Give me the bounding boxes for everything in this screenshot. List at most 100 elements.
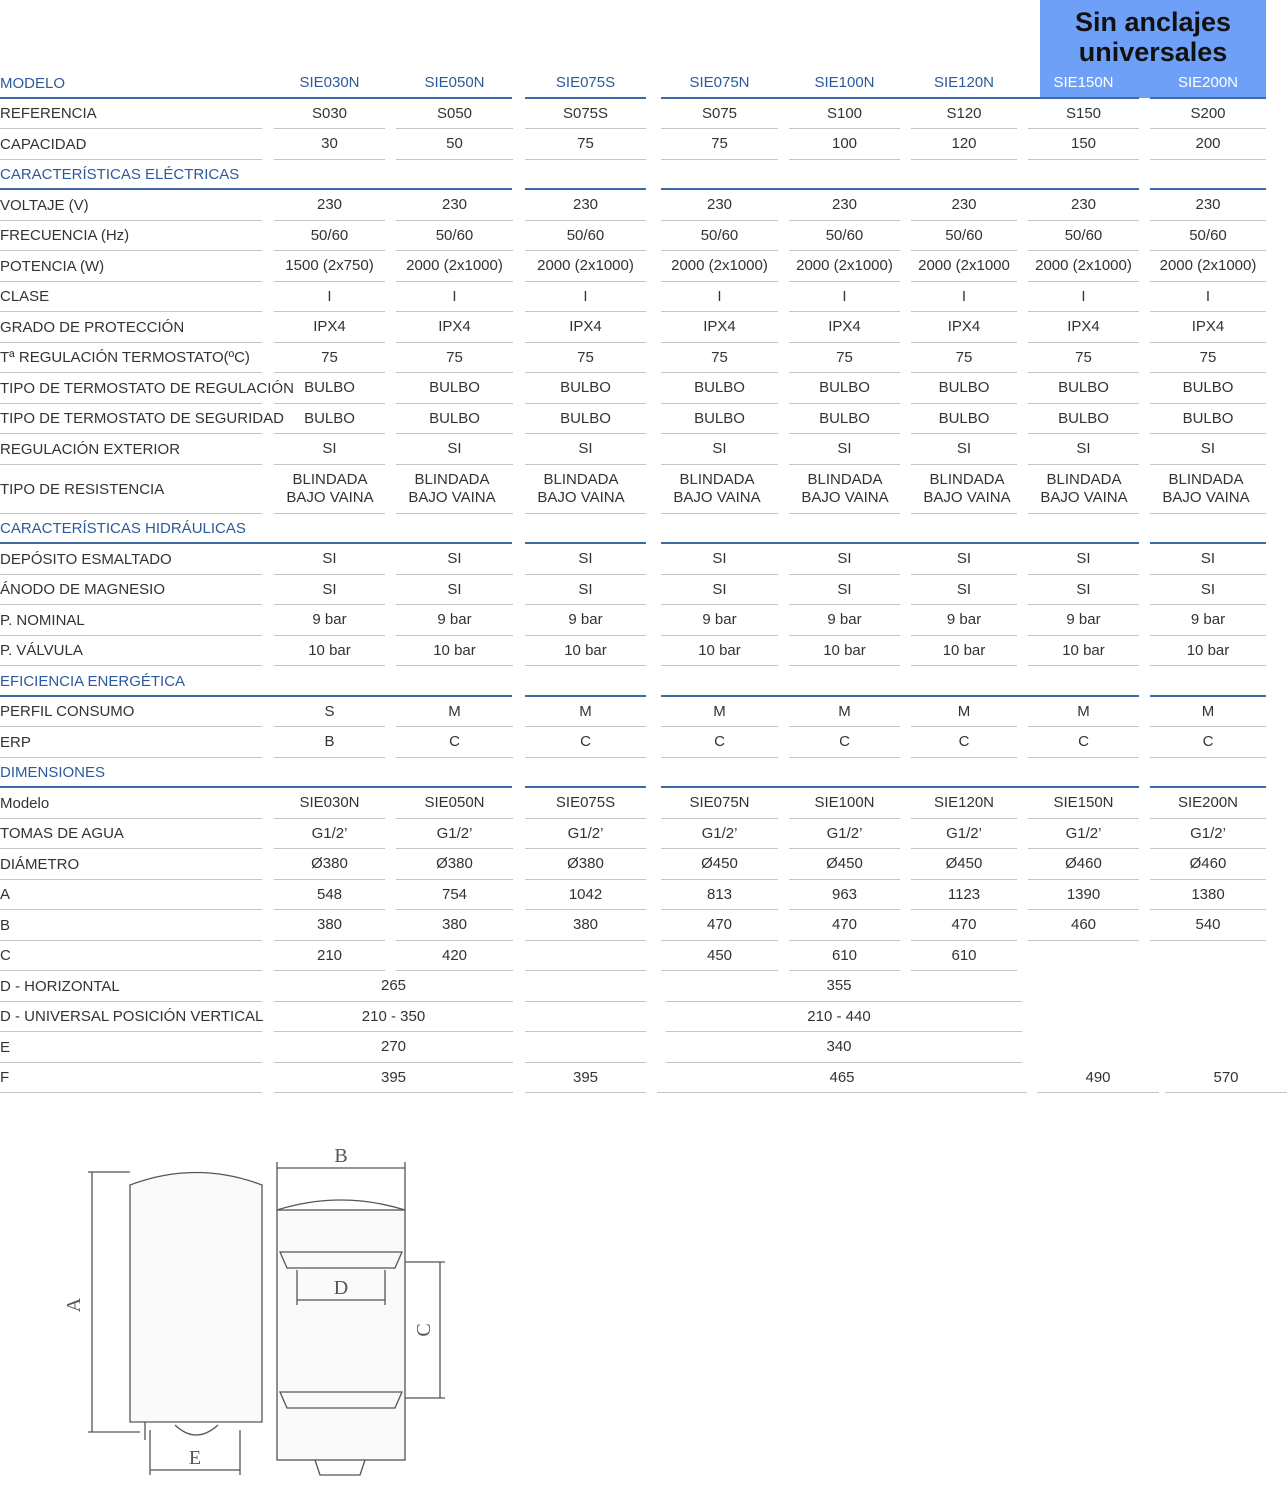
- cell: S200: [1190, 104, 1226, 122]
- divider: [911, 909, 1017, 910]
- divider: [789, 341, 900, 343]
- divider: [1150, 878, 1266, 880]
- divider: [525, 1061, 646, 1063]
- cell: 355: [826, 977, 852, 995]
- cell: BULBO: [938, 409, 990, 427]
- divider: [1165, 1092, 1287, 1093]
- cell: BLINDADA BAJO VAINA: [537, 471, 625, 506]
- divider: [0, 280, 262, 282]
- divider: [0, 756, 262, 758]
- section-row: CARACTERÍSTICAS HIDRÁULICAS: [0, 514, 1287, 544]
- divider: [1150, 463, 1266, 465]
- divider: [274, 604, 385, 605]
- cell: 490: [1085, 1068, 1111, 1086]
- cell: SI: [1076, 580, 1091, 598]
- cell: I: [961, 287, 967, 305]
- divider: [274, 634, 385, 636]
- cell: 9 bar: [312, 611, 347, 629]
- cell: M: [1201, 702, 1215, 720]
- divider: [1150, 817, 1266, 819]
- cell: 75: [321, 348, 338, 366]
- cell: SIE050N: [424, 794, 485, 812]
- row-label: POTENCIA (W): [0, 257, 105, 275]
- cell: BULBO: [560, 379, 611, 397]
- label-c: C: [413, 1323, 435, 1336]
- divider: [789, 433, 900, 434]
- divider: [396, 280, 513, 282]
- divider: [661, 756, 778, 758]
- cell: 610: [951, 946, 977, 964]
- divider: [396, 250, 513, 251]
- cell: 2000 (2x1000): [1159, 257, 1257, 275]
- divider: [0, 188, 512, 190]
- cell: 50/60: [435, 226, 474, 244]
- cell: SI: [578, 550, 593, 568]
- divider: [1150, 433, 1266, 434]
- row-label: A: [0, 886, 11, 904]
- cell: 610: [831, 946, 858, 964]
- divider: [911, 848, 1017, 849]
- divider: [911, 219, 1017, 221]
- divider: [1150, 756, 1266, 758]
- header-row: MODELO SIE030N SIE050N SIE075S SIE075N SIE100…: [0, 68, 1287, 99]
- divider: [0, 1092, 262, 1093]
- cell: C: [1078, 733, 1089, 751]
- row-label: REGULACIÓN EXTERIOR: [0, 440, 181, 458]
- divider: [661, 542, 1139, 544]
- cell: SI: [712, 580, 727, 598]
- divider: [396, 433, 513, 434]
- divider: [1028, 909, 1139, 910]
- divider: [661, 311, 778, 312]
- divider: [0, 726, 262, 727]
- divider: [789, 372, 900, 373]
- cell: IPX4: [947, 318, 981, 336]
- section-title: CARACTERÍSTICAS ELÉCTRICAS: [0, 166, 240, 184]
- cell: BLINDADA BAJO VAINA: [408, 471, 496, 506]
- divider: [396, 463, 513, 465]
- divider: [525, 878, 646, 880]
- cell: 9 bar: [827, 611, 862, 629]
- divider: [911, 756, 1017, 758]
- divider: [0, 372, 262, 373]
- cell: I: [842, 287, 847, 305]
- divider: [1150, 786, 1266, 788]
- cell: SI: [1200, 550, 1216, 568]
- divider: [911, 634, 1017, 636]
- cell: IPX4: [438, 318, 471, 336]
- cell: M: [713, 702, 726, 720]
- cell: BULBO: [1058, 409, 1109, 427]
- divider: [396, 817, 513, 819]
- divider: [525, 817, 646, 819]
- divider: [789, 878, 900, 880]
- divider: [0, 463, 262, 465]
- divider: [525, 1031, 646, 1032]
- divider: [0, 512, 262, 514]
- divider: [1028, 878, 1139, 880]
- cell: BLINDADA BAJO VAINA: [923, 471, 1011, 506]
- cell: S: [324, 702, 335, 720]
- divider: [0, 1000, 262, 1002]
- divider: [0, 909, 262, 910]
- divider: [525, 1000, 646, 1002]
- divider: [0, 817, 262, 819]
- cell: BULBO: [560, 409, 611, 427]
- divider: [525, 188, 646, 190]
- divider: [396, 573, 513, 575]
- divider: [525, 694, 646, 697]
- divider: [396, 970, 513, 971]
- row-label: TIPO DE TERMOSTATO DE REGULACIÓN: [0, 379, 294, 397]
- divider: [0, 341, 262, 343]
- cell: 1390: [1066, 885, 1101, 903]
- divider: [661, 341, 778, 343]
- divider: [1150, 311, 1266, 312]
- divider: [525, 970, 646, 971]
- divider: [525, 604, 646, 605]
- divider: [274, 128, 385, 129]
- column-header: SIE150N: [1053, 74, 1114, 92]
- cell: Ø380: [567, 855, 604, 873]
- divider: [525, 433, 646, 434]
- cell: 200: [1195, 135, 1221, 153]
- cell: S075S: [562, 104, 609, 122]
- divider: [1028, 311, 1139, 312]
- divider: [661, 817, 778, 819]
